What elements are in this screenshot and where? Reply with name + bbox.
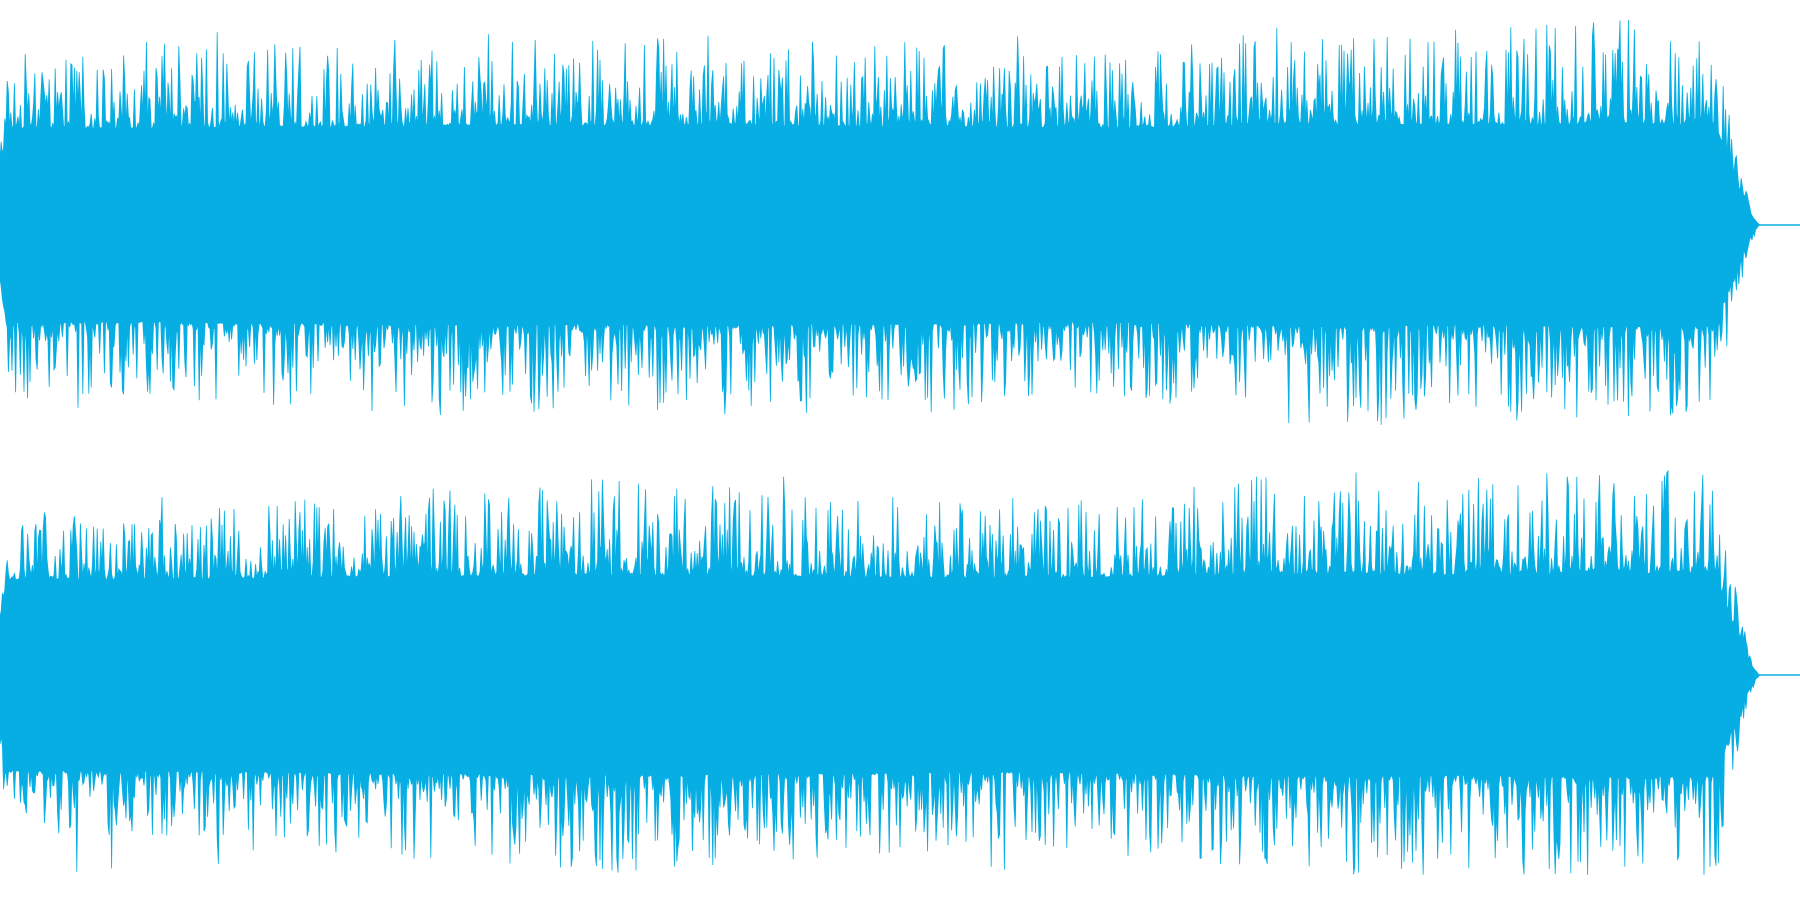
waveform-body bbox=[0, 19, 1760, 425]
waveform-body bbox=[0, 469, 1760, 875]
waveform-channel-left bbox=[0, 19, 1800, 425]
waveform-channel-right bbox=[0, 469, 1800, 875]
